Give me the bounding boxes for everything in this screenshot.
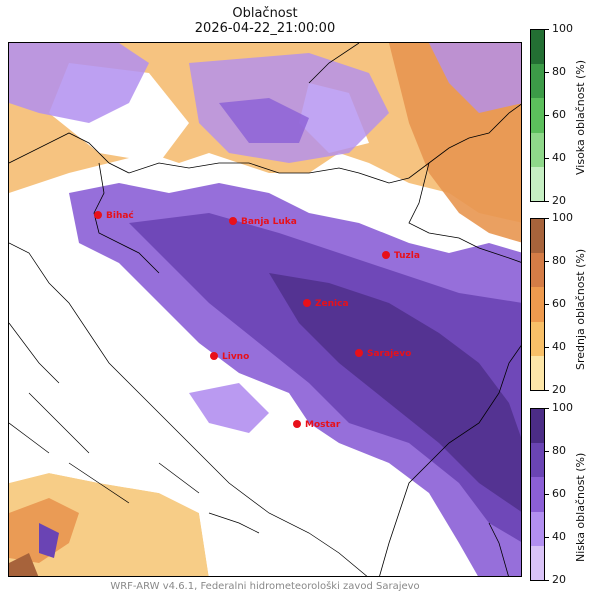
colorbar-tick-label: 100 — [552, 22, 573, 35]
colorbar-tick-mark — [545, 115, 549, 116]
footer-credit: WRF-ARW v4.6.1, Federalni hidrometeorolo… — [110, 581, 420, 592]
colorbar-tick-mark — [545, 72, 549, 73]
colorbar-segment — [531, 443, 544, 478]
colorbar-low-label: Niska oblačnost (%) — [574, 452, 587, 562]
colorbar-segment — [531, 545, 544, 580]
colorbar-segment — [531, 287, 544, 322]
colorbar-segment — [531, 253, 544, 288]
country-borders — [9, 43, 521, 576]
city-sarajevo[interactable]: Sarajevo — [355, 349, 411, 359]
colorbar-segment — [531, 166, 544, 201]
colorbar-tick-mark — [545, 347, 549, 348]
svg-text:Tuzla: Tuzla — [394, 251, 420, 261]
colorbar-tick-label: 80 — [552, 65, 566, 78]
colorbar-segment — [531, 30, 544, 65]
coastline — [9, 242, 368, 576]
colorbar-tick-mark — [545, 408, 549, 409]
colorbar-tick-mark — [545, 580, 549, 581]
city-livno[interactable]: Livno — [210, 352, 249, 362]
colorbar-tick-label: 20 — [552, 383, 566, 396]
map-subtitle: 2026-04-22_21:00:00 — [194, 21, 336, 36]
colorbar-tick-label: 80 — [552, 444, 566, 457]
colorbar-segment — [531, 64, 544, 99]
colorbar-tick-mark — [545, 218, 549, 219]
colorbar-tick-mark — [545, 304, 549, 305]
colorbar-tick-label: 100 — [552, 401, 573, 414]
colorbar-tick-label: 20 — [552, 194, 566, 207]
svg-text:Banja Luka: Banja Luka — [241, 217, 297, 227]
cloud-cover-map: Bihać Banja Luka Tuzla Zenica Livno Sara… — [8, 42, 522, 577]
colorbar-high-cloud — [530, 29, 545, 202]
map-title: Oblačnost — [232, 6, 298, 21]
colorbar-tick-label: 40 — [552, 340, 566, 353]
city-banja-luka[interactable]: Banja Luka — [229, 217, 297, 227]
colorbar-tick-mark — [545, 29, 549, 30]
colorbar-segment — [531, 219, 544, 254]
colorbar-segment — [531, 355, 544, 390]
upper-purple-layer — [9, 43, 521, 163]
colorbar-tick-label: 100 — [552, 211, 573, 224]
low-cloud-layer — [39, 183, 521, 576]
svg-text:Sarajevo: Sarajevo — [367, 349, 411, 359]
svg-text:Mostar: Mostar — [305, 420, 341, 430]
colorbar-low-cloud — [530, 408, 545, 581]
colorbar-tick-label: 40 — [552, 151, 566, 164]
colorbar-tick-label: 60 — [552, 297, 566, 310]
colorbar-tick-label: 20 — [552, 573, 566, 586]
colorbar-mid-cloud — [530, 218, 545, 391]
colorbar-tick-mark — [545, 201, 549, 202]
city-markers: Bihać Banja Luka Tuzla Zenica Livno Sara… — [94, 210, 420, 430]
city-bihac[interactable]: Bihać — [94, 210, 134, 221]
colorbar-segment — [531, 477, 544, 512]
colorbar-tick-label: 60 — [552, 108, 566, 121]
colorbar-segment — [531, 511, 544, 546]
colorbar-tick-mark — [545, 158, 549, 159]
city-zenica[interactable]: Zenica — [303, 299, 349, 309]
colorbar-tick-mark — [545, 451, 549, 452]
colorbar-mid-label: Srednja oblačnost (%) — [574, 248, 587, 370]
colorbar-segment — [531, 98, 544, 133]
city-tuzla[interactable]: Tuzla — [382, 251, 420, 261]
colorbar-tick-label: 80 — [552, 254, 566, 267]
colorbar-tick-mark — [545, 261, 549, 262]
colorbar-segment — [531, 409, 544, 444]
colorbar-segment — [531, 132, 544, 167]
city-mostar[interactable]: Mostar — [293, 420, 341, 430]
map-canvas: Bihać Banja Luka Tuzla Zenica Livno Sara… — [9, 43, 521, 576]
svg-text:Zenica: Zenica — [315, 299, 349, 309]
svg-text:Livno: Livno — [222, 352, 249, 362]
colorbar-segment — [531, 321, 544, 356]
colorbar-tick-label: 60 — [552, 487, 566, 500]
colorbar-tick-mark — [545, 390, 549, 391]
colorbar-tick-mark — [545, 494, 549, 495]
colorbar-high-label: Visoka oblačnost (%) — [574, 59, 587, 175]
svg-text:Bihać: Bihać — [106, 210, 134, 221]
colorbar-tick-mark — [545, 537, 549, 538]
colorbar-tick-label: 40 — [552, 530, 566, 543]
